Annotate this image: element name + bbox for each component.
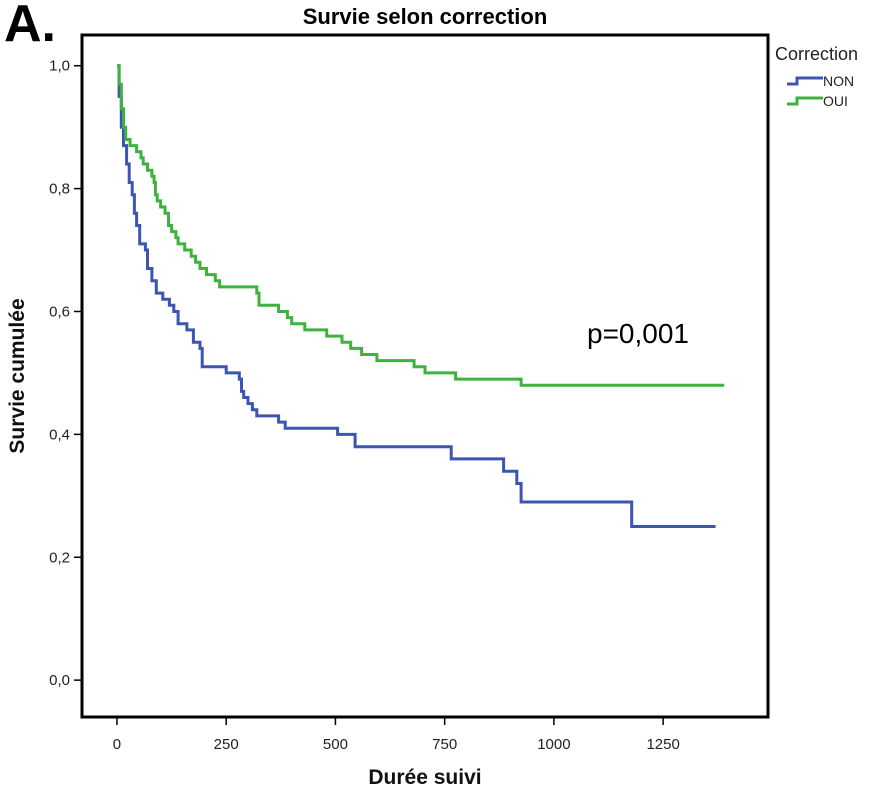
y-tick-label: 0,8 — [49, 181, 70, 198]
y-tick-label: 0,4 — [49, 426, 70, 443]
legend-label-oui: OUI — [823, 93, 848, 109]
plot-frame — [80, 33, 770, 719]
legend-swatch-oui — [787, 96, 823, 106]
p-value-annotation: p=0,001 — [587, 318, 689, 349]
survival-curve-oui — [117, 64, 725, 387]
legend-item-non: NON — [775, 71, 858, 91]
legend: Correction NON OUI — [775, 44, 858, 111]
y-tick-label: 0,2 — [49, 549, 70, 566]
legend-item-oui: OUI — [775, 91, 858, 111]
series-layer — [117, 64, 725, 528]
x-axis-title: Durée suivi — [368, 766, 481, 789]
y-tick-label: 0,6 — [49, 303, 70, 320]
x-tick-label: 0 — [113, 736, 121, 753]
legend-swatch-non — [787, 76, 823, 86]
y-tick-label: 0,0 — [49, 672, 70, 689]
legend-swatch-line-oui — [787, 96, 823, 106]
chart-title: Survie selon correction — [302, 4, 548, 29]
panel-label: A. — [4, 0, 56, 53]
x-tick-label: 500 — [323, 736, 348, 753]
legend-label-non: NON — [823, 73, 855, 89]
y-axis-ticks: 0,0 0,2 0,4 0,6 0,8 1,0 — [49, 58, 82, 689]
legend-swatch-line-non — [787, 76, 823, 86]
y-tick-label: 1,0 — [49, 58, 70, 75]
x-tick-label: 750 — [432, 736, 457, 753]
x-tick-label: 250 — [214, 736, 239, 753]
x-tick-label: 1000 — [537, 736, 570, 753]
x-tick-label: 1250 — [646, 736, 679, 753]
y-axis-title: Survie cumulée — [6, 298, 29, 453]
x-axis-ticks: 0 250 500 750 1000 1250 — [113, 717, 680, 753]
survival-curve-non — [117, 64, 716, 528]
legend-title: Correction — [775, 44, 859, 64]
